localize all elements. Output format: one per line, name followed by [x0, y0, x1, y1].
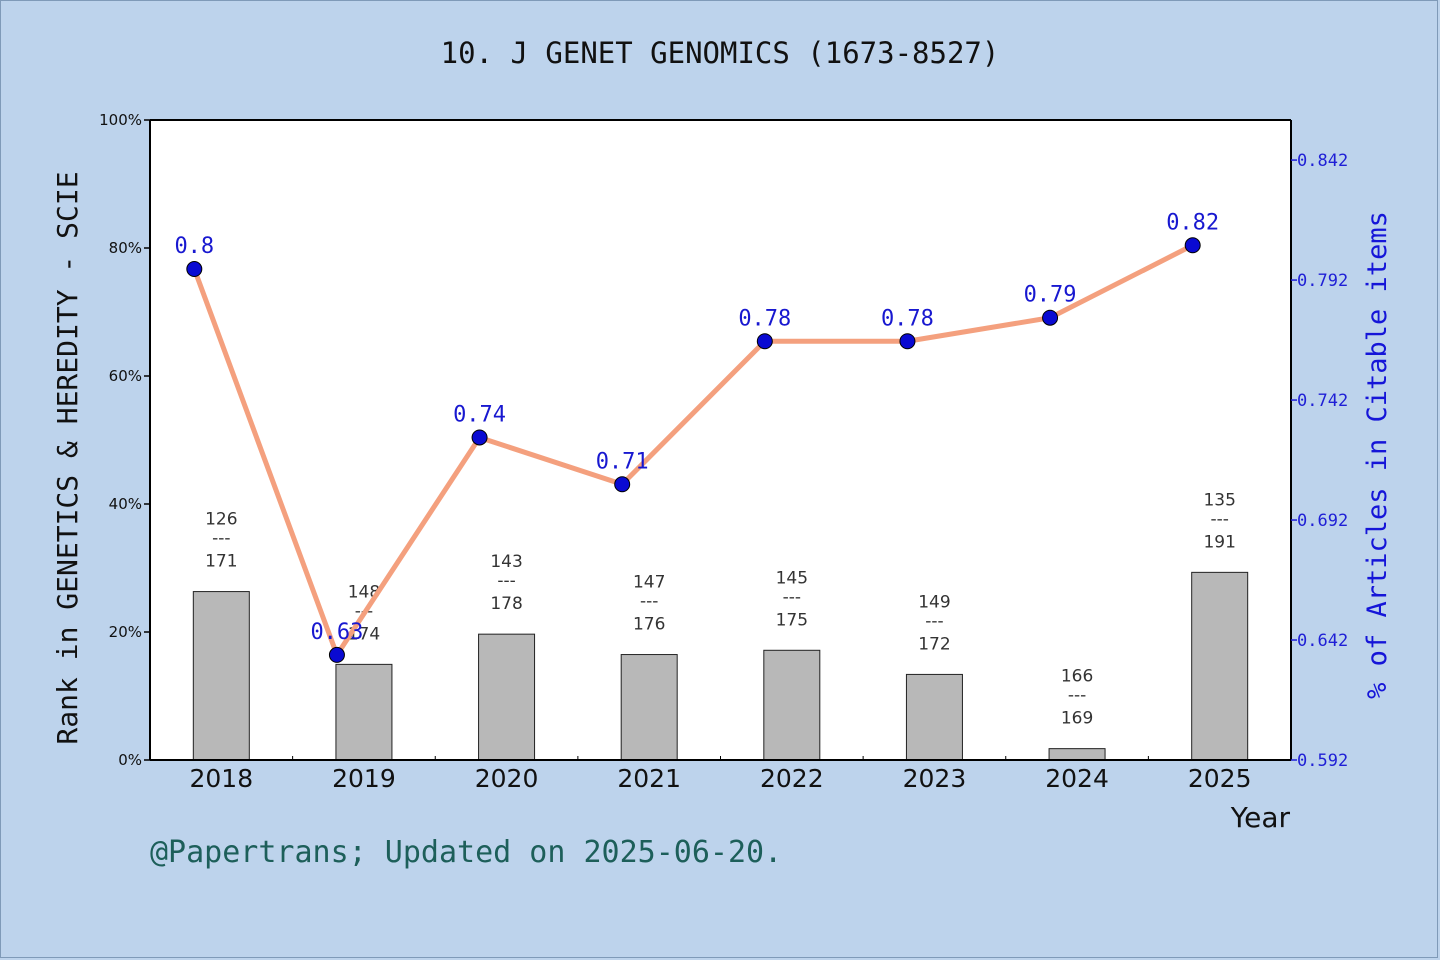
bar-separator-label: ---	[925, 611, 943, 631]
line-point-label: 0.74	[453, 402, 506, 427]
axes-layer: 0% 20% 40% 60% 80% 100% 0.592 0.642 0.692 0.742 0.…	[99, 111, 1348, 793]
line-point-label: 0.78	[881, 306, 934, 331]
x-tick-label: 2020	[475, 764, 539, 793]
line-point-label: 0.82	[1166, 210, 1219, 235]
y-left-tick-label: 0%	[118, 751, 142, 769]
bars-layer	[150, 120, 1291, 761]
line-point-label: 0.63	[310, 620, 363, 645]
y-axis-right-title: % of Articles in Citable items	[1362, 211, 1393, 699]
y-left-tick-label: 80%	[109, 239, 142, 257]
x-axis-title: Year	[1230, 801, 1291, 834]
y-right-tick-label: 0.842	[1297, 151, 1348, 171]
bar-rank-label: 145	[776, 568, 808, 588]
line-point-2025	[1184, 237, 1201, 254]
line-point-label: 0.71	[596, 449, 649, 474]
y-left-tick-label: 60%	[109, 367, 142, 385]
bar-total-label: 169	[1061, 709, 1093, 729]
bar-separator-label: ---	[783, 587, 801, 607]
line-point-label: 0.8	[174, 234, 214, 259]
bar-2023	[905, 673, 963, 761]
x-tick-label: 2018	[190, 764, 254, 793]
y-right-tick-label: 0.792	[1297, 271, 1348, 291]
bar-separator-label: ---	[1210, 509, 1228, 529]
x-tick-label: 2022	[760, 764, 824, 793]
bar-2021	[620, 654, 678, 761]
bar-rank-label: 149	[918, 592, 950, 612]
x-tick-label: 2021	[617, 764, 681, 793]
footer-credit: @Papertrans; Updated on 2025-06-20.	[150, 835, 783, 870]
x-tick-label: 2023	[903, 764, 967, 793]
bar-separator-label: ---	[497, 571, 515, 591]
line-point-2021	[614, 476, 631, 493]
line-point-2024	[1042, 309, 1059, 326]
bar-2022	[763, 649, 821, 761]
bar-total-label: 178	[490, 594, 522, 614]
line-layer: 0.8 0.63 0.74 0.71 0.78 0.78 0.79 0.82	[174, 210, 1219, 663]
y-right-tick-label: 0.642	[1297, 631, 1348, 651]
y-right-tick-label: 0.592	[1297, 751, 1348, 771]
bar-2025	[1191, 571, 1249, 761]
bar-total-label: 172	[918, 634, 950, 654]
bar-2019	[335, 663, 393, 761]
x-tick-label: 2024	[1045, 764, 1109, 793]
bar-rank-label: 143	[490, 552, 522, 572]
bar-rank-label: 147	[633, 573, 665, 593]
bar-separator-label: ---	[212, 529, 230, 549]
line-point-2019	[328, 646, 345, 663]
bar-2024	[1048, 748, 1106, 761]
bar-2020	[478, 633, 536, 761]
bar-rank-label: 126	[205, 510, 237, 530]
y-right-tick-label: 0.692	[1297, 511, 1348, 531]
y-left-tick-label: 20%	[109, 623, 142, 641]
line-point-label: 0.78	[738, 306, 791, 331]
y-left-tick-label: 40%	[109, 495, 142, 513]
line-point-label: 0.79	[1024, 283, 1077, 308]
x-tick-label: 2025	[1188, 764, 1252, 793]
y-axis-left-title: Rank in GENETICS & HEREDITY - SCIE	[51, 171, 84, 744]
x-tick-label: 2019	[332, 764, 396, 793]
bar-separator-label: ---	[640, 592, 658, 612]
bar-rank-label: 135	[1203, 490, 1235, 510]
line-point-2022	[756, 333, 773, 350]
bar-separator-label: ---	[1068, 686, 1086, 706]
line-point-2018	[186, 261, 203, 278]
line-point-2023	[899, 333, 916, 350]
bar-rank-label: 166	[1061, 667, 1093, 687]
bar-total-label: 176	[633, 615, 665, 635]
bar-2018	[192, 591, 250, 761]
y-right-tick-label: 0.742	[1297, 391, 1348, 411]
line-point-2020	[471, 429, 488, 446]
plot-area	[150, 120, 1291, 760]
y-left-tick-label: 100%	[99, 111, 142, 129]
chart-title: 10. J GENET GENOMICS (1673-8527)	[440, 36, 1000, 70]
bar-total-label: 175	[776, 610, 808, 630]
bar-total-label: 171	[205, 552, 237, 572]
line-series	[191, 242, 1196, 658]
bar-total-label: 191	[1203, 532, 1235, 552]
